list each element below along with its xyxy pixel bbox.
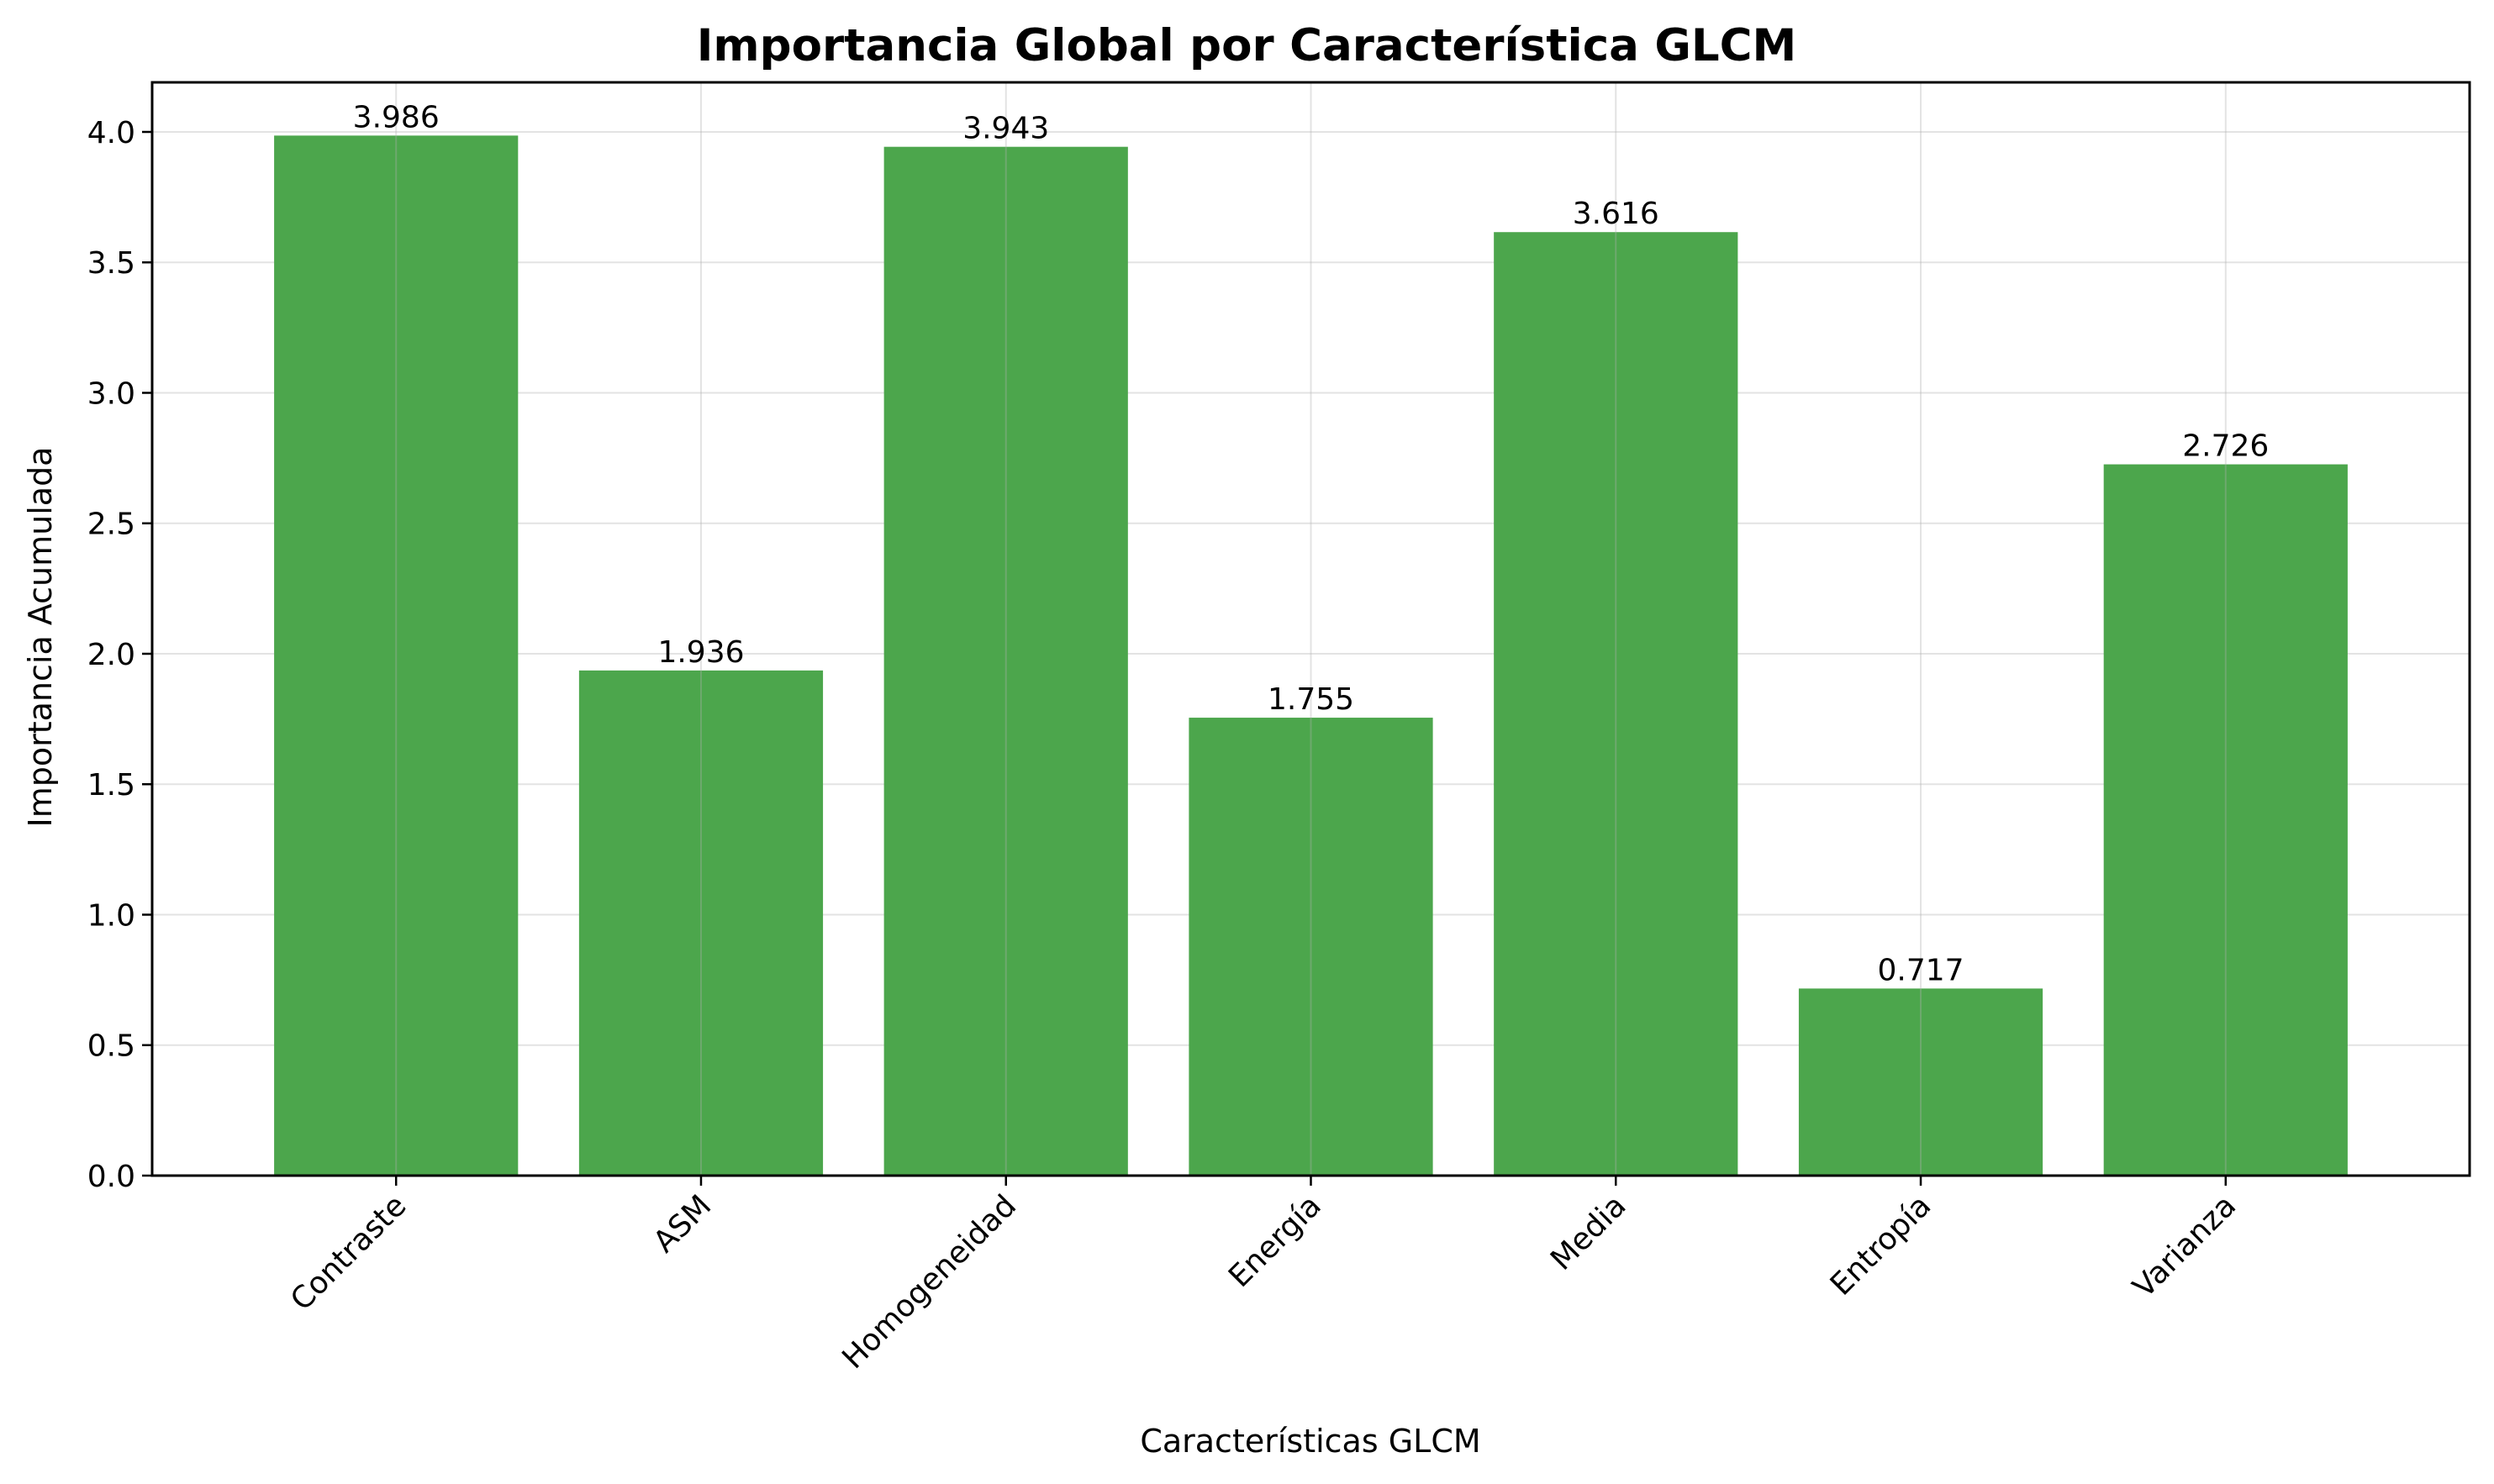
bar-varianza <box>2103 464 2348 1176</box>
y-tick-label: 1.5 <box>87 768 135 803</box>
y-tick-label: 0.0 <box>87 1160 135 1194</box>
bar-homogeneidad <box>883 146 1128 1176</box>
value-label: 1.755 <box>1268 682 1354 717</box>
value-label: 3.986 <box>353 100 440 134</box>
value-label: 0.717 <box>1877 953 1964 987</box>
bar-asm <box>578 670 824 1176</box>
bar-entropía <box>1798 988 2043 1176</box>
value-label: 2.726 <box>2182 429 2269 464</box>
plot-frame <box>150 81 2471 1177</box>
value-label: 1.936 <box>657 635 744 670</box>
y-tick-label: 2.0 <box>87 638 135 672</box>
y-tick-label: 4.0 <box>87 116 135 150</box>
value-labels: 3.986 1.936 3.943 1.755 3.616 0.717 2.726 <box>353 82 2269 1176</box>
bar-contraste <box>274 135 519 1176</box>
y-tick-label: 2.5 <box>87 508 135 542</box>
chart-title: Importancia Global por Característica GL… <box>697 20 1797 71</box>
y-tick-label: 3.5 <box>87 246 135 281</box>
y-axis-label: Importancia Acumulada <box>22 447 59 828</box>
bar-media <box>1494 232 1738 1176</box>
bars <box>274 135 2348 1176</box>
x-axis-label: Características GLCM <box>1140 1423 1480 1460</box>
y-tick-label: 3.0 <box>87 376 135 411</box>
y-tick-label: 0.5 <box>87 1029 135 1064</box>
value-label: 3.943 <box>962 112 1049 146</box>
value-label: 3.616 <box>1573 197 1659 231</box>
y-tick-label: 1.0 <box>87 898 135 933</box>
bar-energía <box>1189 718 1433 1176</box>
